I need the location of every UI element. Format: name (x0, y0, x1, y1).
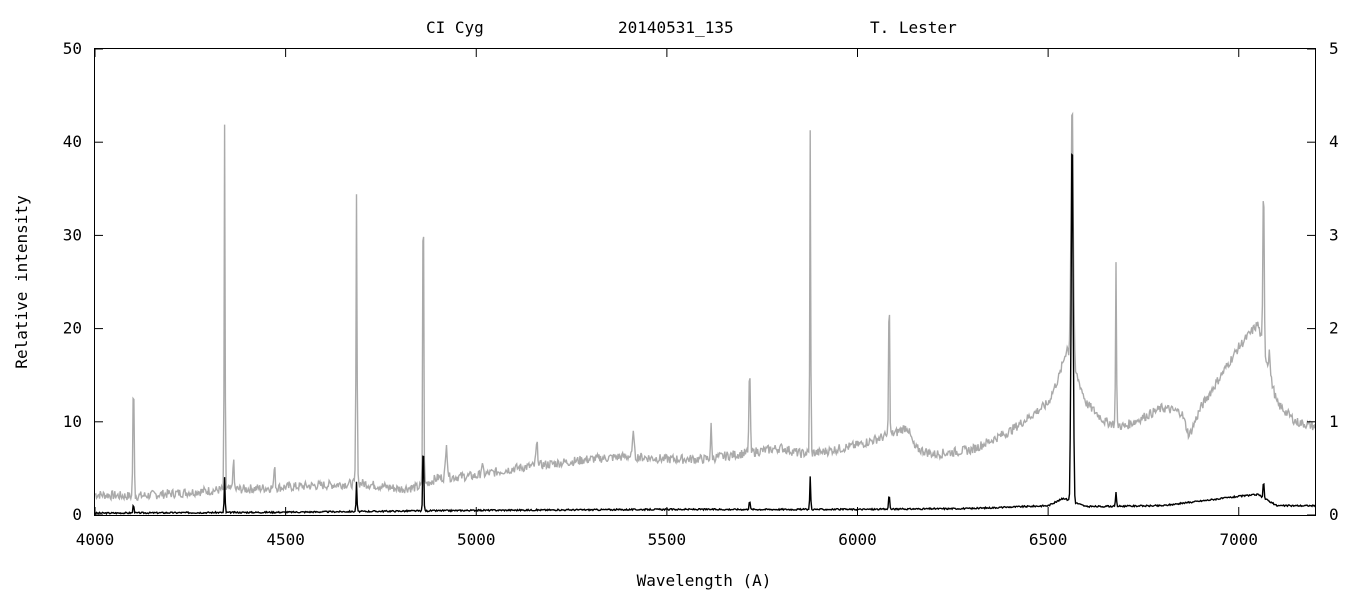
chart-title-observer: T. Lester (870, 18, 957, 37)
plot-frame (94, 48, 1316, 516)
chart-title-date: 20140531_135 (618, 18, 734, 37)
y-tick-label-1: 10 (63, 412, 82, 431)
x-tick-label-4: 6000 (838, 530, 877, 549)
y-tick-label-5: 50 (63, 39, 82, 58)
series-line-1 (94, 153, 1316, 516)
series-line-0 (94, 111, 1316, 502)
y2-tick-label-0: 0 (1329, 505, 1339, 524)
chart-title-object: CI Cyg (426, 18, 484, 37)
y-axis-label: Relative intensity (12, 195, 31, 369)
x-tick-label-6: 7000 (1219, 530, 1258, 549)
x-tick-label-5: 6500 (1029, 530, 1068, 549)
x-axis-ticks: 4000 4500 5000 5500 6000 6500 7000 (76, 49, 1258, 549)
y2-tick-label-1: 1 (1329, 412, 1339, 431)
x-tick-label-3: 5500 (648, 530, 687, 549)
y2-tick-label-3: 3 (1329, 225, 1339, 244)
series-group (94, 111, 1316, 516)
y2-tick-label-5: 5 (1329, 39, 1339, 58)
x-tick-label-0: 4000 (76, 530, 115, 549)
x-tick-label-2: 5000 (457, 530, 496, 549)
y-tick-label-0: 0 (72, 505, 82, 524)
y-tick-label-4: 40 (63, 132, 82, 151)
y2-tick-label-2: 2 (1329, 319, 1339, 338)
x-tick-label-1: 4500 (266, 530, 305, 549)
y-tick-label-3: 30 (63, 225, 82, 244)
x-axis-label: Wavelength (A) (637, 571, 772, 590)
y-tick-label-2: 20 (63, 319, 82, 338)
y2-tick-label-4: 4 (1329, 132, 1339, 151)
y-axis-ticks: 0 10 20 30 40 50 (63, 39, 103, 524)
y2-axis-ticks: 0 1 2 3 4 5 (1307, 39, 1339, 524)
